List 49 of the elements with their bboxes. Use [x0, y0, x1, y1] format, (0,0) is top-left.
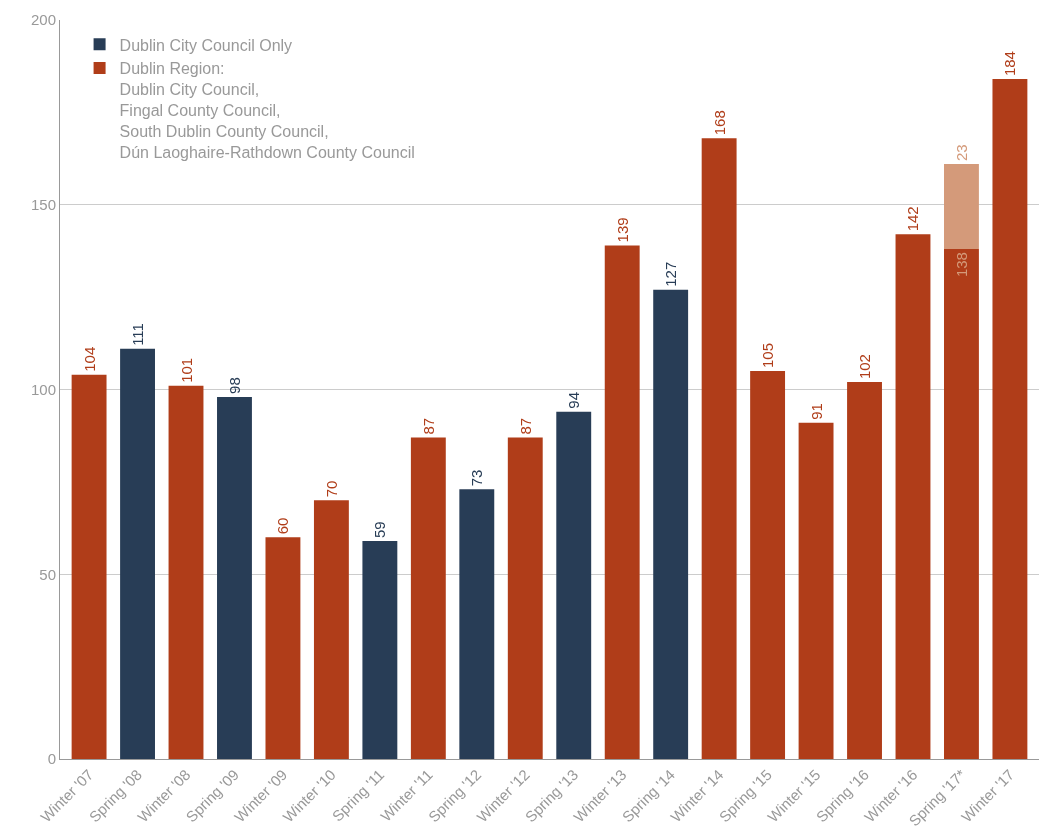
bar [750, 371, 786, 759]
data-label: 101 [177, 357, 195, 383]
y-tick-label: 100 [30, 380, 56, 398]
bar [507, 437, 543, 759]
data-label: 70 [322, 480, 340, 498]
bar [168, 385, 204, 759]
data-label: 138 [952, 252, 970, 278]
y-tick-label: 200 [30, 11, 56, 29]
data-label: 168 [710, 110, 728, 136]
y-tick-label: 150 [30, 196, 56, 213]
bar [992, 79, 1028, 759]
bar [120, 348, 155, 759]
bar [362, 541, 398, 759]
data-label: 23 [952, 144, 970, 162]
y-tick-label: 0 [47, 750, 56, 768]
data-label: 184 [1001, 51, 1019, 77]
bar [701, 138, 737, 759]
legend-label: Dublin City Council Only [119, 36, 293, 54]
data-label: 142 [904, 206, 922, 232]
bar [71, 374, 107, 759]
data-label: 102 [856, 354, 874, 380]
data-label: 60 [274, 517, 292, 535]
data-label: 87 [419, 417, 437, 435]
bar [265, 537, 301, 759]
data-label: 111 [129, 323, 147, 346]
bar [604, 245, 640, 759]
bar [944, 164, 979, 250]
data-label: 59 [371, 521, 389, 538]
data-label: 105 [759, 343, 777, 369]
bar [459, 489, 495, 759]
data-label: 94 [565, 391, 583, 409]
bar [556, 411, 592, 759]
data-label: 73 [468, 469, 486, 487]
data-label: 127 [662, 261, 680, 287]
bar [944, 249, 979, 759]
legend-label: Dublin Region: Dublin City Council, Fingal County Council, South Dublin County Council, Dún Laoghaire-Rathdown County Council [119, 60, 415, 161]
data-label: 139 [613, 217, 631, 243]
bar [653, 289, 689, 759]
bar [410, 437, 446, 759]
bar [895, 234, 931, 759]
data-label: 98 [225, 377, 243, 394]
bar [798, 422, 834, 759]
bar [313, 500, 349, 759]
data-label: 87 [516, 417, 534, 435]
y-tick-label: 50 [39, 565, 56, 583]
data-label: 91 [807, 403, 825, 420]
bar [847, 382, 882, 759]
bar [217, 396, 252, 759]
data-label: 104 [80, 346, 98, 372]
